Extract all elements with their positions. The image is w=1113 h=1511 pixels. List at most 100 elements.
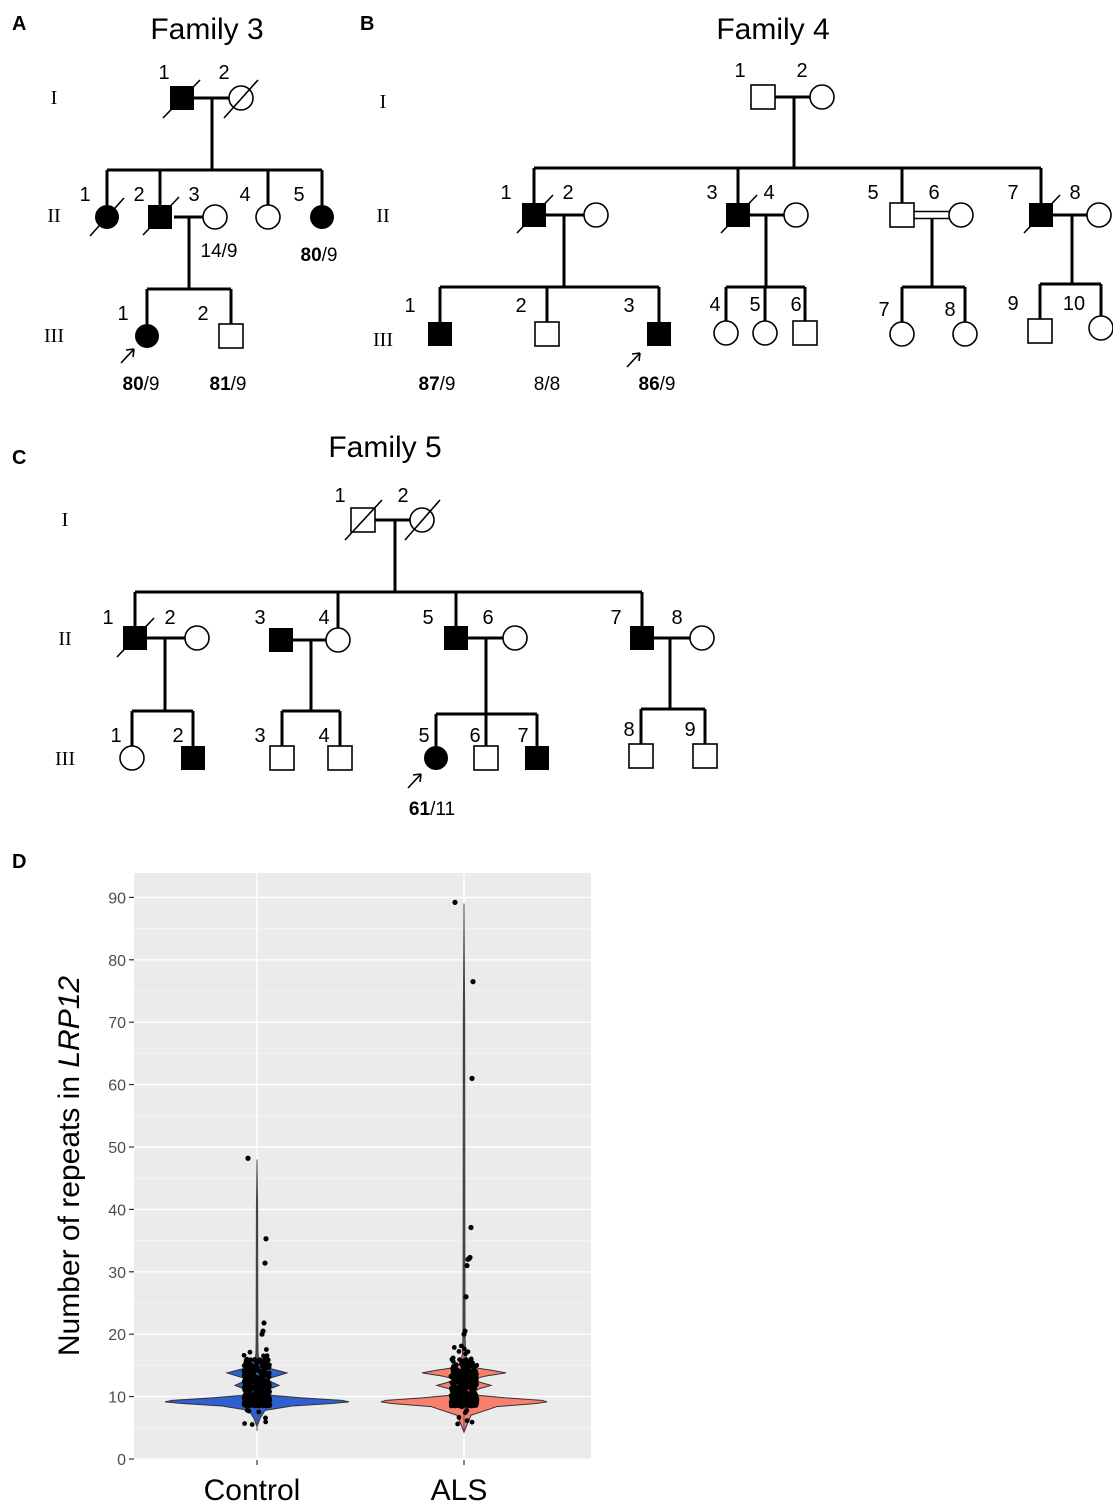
family4-III3-proband-male bbox=[647, 322, 671, 346]
data-point-control bbox=[252, 1378, 258, 1384]
y-tick-label: 60 bbox=[108, 1078, 126, 1095]
data-point-als bbox=[451, 1390, 457, 1396]
family3-III2-unaffected-male bbox=[218, 323, 244, 349]
id-label: 1 bbox=[404, 295, 415, 317]
pedigree-lines bbox=[438, 95, 1103, 322]
data-point-control bbox=[263, 1347, 269, 1352]
id-label: 1 bbox=[158, 62, 169, 84]
family-5-title: Family 5 bbox=[328, 431, 441, 464]
family5-III6-unaffected-male bbox=[473, 745, 499, 771]
y-tick-label: 10 bbox=[108, 1390, 126, 1407]
data-point-control bbox=[250, 1373, 256, 1378]
id-label: 2 bbox=[218, 62, 229, 84]
data-point-control bbox=[242, 1421, 248, 1426]
data-point-control bbox=[252, 1357, 257, 1363]
family4-III7-unaffected-female bbox=[889, 321, 915, 347]
id-label: 3 bbox=[706, 182, 717, 204]
family5-II2-unaffected-female bbox=[184, 625, 210, 651]
data-point-control bbox=[265, 1361, 271, 1367]
family3-II3-unaffected-female bbox=[202, 204, 228, 230]
outlier-point-als bbox=[465, 1256, 471, 1262]
deceased-mark bbox=[720, 194, 758, 234]
genotype-label: 86/9 bbox=[639, 374, 676, 395]
y-axis: 0 10 20 30 40 50 60 70 80 90 bbox=[108, 890, 134, 1469]
id-label: 6 bbox=[469, 725, 480, 747]
id-label: 5 bbox=[293, 184, 304, 206]
generation-label-i: I bbox=[380, 91, 387, 113]
data-point-als bbox=[467, 1391, 473, 1397]
data-point-als bbox=[455, 1370, 461, 1376]
data-point-control bbox=[267, 1402, 273, 1407]
data-point-control bbox=[250, 1392, 256, 1398]
outlier-point-control bbox=[259, 1331, 265, 1337]
deceased-mark bbox=[116, 617, 155, 658]
generation-label-iii: III bbox=[373, 329, 393, 351]
data-point-als bbox=[451, 1345, 457, 1350]
family5-III4-unaffected-male bbox=[327, 745, 353, 771]
data-point-als bbox=[462, 1410, 468, 1416]
y-tick-label: 80 bbox=[108, 953, 126, 970]
data-point-control bbox=[257, 1357, 263, 1363]
data-point-control bbox=[262, 1382, 268, 1387]
genotype-label: 61/11 bbox=[409, 799, 455, 820]
deceased-mark bbox=[89, 197, 125, 237]
deceased-mark bbox=[404, 499, 441, 541]
y-tick-label: 0 bbox=[117, 1452, 126, 1469]
data-point-als bbox=[472, 1402, 478, 1407]
family4-III8-unaffected-female bbox=[952, 321, 978, 347]
data-point-control bbox=[244, 1378, 250, 1384]
deceased-mark bbox=[1023, 194, 1061, 234]
data-point-control bbox=[250, 1397, 256, 1403]
proband-arrow bbox=[626, 352, 641, 368]
family4-III1-affected-male bbox=[428, 322, 452, 346]
data-point-als bbox=[455, 1389, 460, 1395]
data-point-control bbox=[265, 1371, 271, 1377]
family4-III9-unaffected-male bbox=[1027, 318, 1053, 344]
data-point-control bbox=[256, 1409, 262, 1415]
data-point-control bbox=[258, 1399, 264, 1405]
data-point-control bbox=[248, 1357, 253, 1363]
data-point-control bbox=[246, 1372, 251, 1377]
deceased-mark bbox=[223, 79, 259, 119]
family4-I1-unaffected-male bbox=[750, 84, 776, 110]
id-label: 2 bbox=[164, 607, 175, 629]
data-point-als bbox=[451, 1363, 457, 1369]
data-point-als bbox=[465, 1401, 470, 1407]
outlier-point-control bbox=[245, 1155, 251, 1161]
data-point-als bbox=[449, 1386, 455, 1392]
id-label: 3 bbox=[188, 184, 199, 206]
outlier-point-als bbox=[469, 1075, 475, 1081]
family5-III7-affected-male bbox=[525, 746, 549, 770]
id-label: 2 bbox=[197, 303, 208, 325]
id-label: 3 bbox=[623, 295, 634, 317]
data-point-als bbox=[456, 1415, 462, 1420]
data-point-control bbox=[254, 1390, 260, 1396]
data-point-control bbox=[260, 1364, 265, 1370]
data-point-als bbox=[452, 1402, 458, 1408]
family4-II8-unaffected-female bbox=[1086, 202, 1112, 228]
y-tick-label: 90 bbox=[108, 890, 126, 907]
id-label: 8 bbox=[944, 299, 955, 321]
data-point-als bbox=[455, 1421, 461, 1427]
family4-III2-unaffected-male bbox=[534, 321, 560, 347]
id-label: 5 bbox=[422, 607, 433, 629]
outlier-point-als bbox=[468, 1224, 474, 1231]
panel-letter-a: A bbox=[12, 13, 26, 35]
outlier-point-control bbox=[262, 1260, 268, 1266]
family5-II5-affected-male bbox=[444, 626, 468, 650]
data-point-als bbox=[460, 1365, 466, 1371]
data-point-als bbox=[465, 1384, 471, 1390]
data-point-als bbox=[459, 1396, 465, 1402]
genotype-label: 87/9 bbox=[419, 374, 456, 395]
data-point-control bbox=[264, 1353, 270, 1359]
plot-panel-background bbox=[134, 873, 591, 1460]
family4-II5-unaffected-male bbox=[889, 202, 915, 228]
id-label: 6 bbox=[790, 294, 801, 316]
id-label: 7 bbox=[610, 607, 621, 629]
outlier-point-als bbox=[461, 1331, 467, 1337]
generation-label-i: I bbox=[62, 509, 69, 531]
data-point-als bbox=[469, 1385, 475, 1390]
data-point-control bbox=[247, 1380, 253, 1386]
id-label: 6 bbox=[482, 607, 493, 629]
data-point-control bbox=[265, 1391, 271, 1396]
